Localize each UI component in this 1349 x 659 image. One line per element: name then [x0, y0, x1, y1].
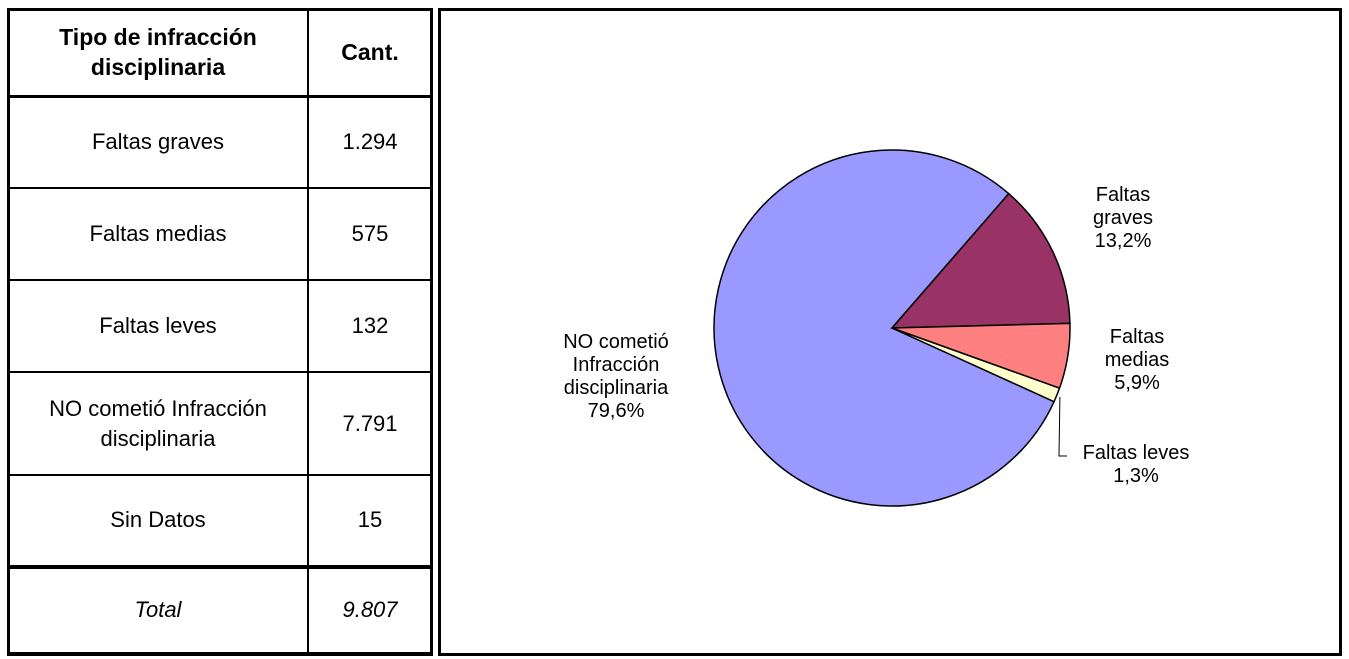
table-row: NO cometió Infracción disciplinaria 7.79…: [7, 371, 433, 476]
table-header-row: Tipo de infracción disciplinaria Cant.: [7, 7, 433, 98]
table-row: Faltas graves 1.294: [7, 95, 433, 190]
table-total-row: Total 9.807: [7, 564, 433, 655]
row-value: 15: [307, 473, 433, 568]
row-value: 575: [307, 187, 433, 282]
row-label: Faltas leves: [7, 279, 309, 374]
row-label: Faltas graves: [7, 95, 309, 190]
table-row: Faltas leves 132: [7, 279, 433, 374]
row-label: Sin Datos: [7, 473, 309, 568]
row-label: NO cometió Infracción disciplinaria: [7, 371, 309, 476]
header-type: Tipo de infracción disciplinaria: [7, 7, 309, 98]
leader-line-faltas-leves: [1058, 396, 1067, 457]
label-faltas-graves: Faltas graves 13,2%: [1093, 184, 1153, 252]
row-value: 7.791: [307, 371, 433, 476]
row-value: 132: [307, 279, 433, 374]
label-no-cometio: NO cometió Infracción disciplinaria 79,6%: [563, 331, 669, 422]
infractions-table: Tipo de infracción disciplinaria Cant. F…: [7, 7, 433, 655]
row-label: Faltas medias: [7, 187, 309, 282]
header-count: Cant.: [307, 7, 433, 98]
chart-panel: NO cometió Infracción disciplinaria 79,6% Fa…: [438, 8, 1342, 656]
table-row: Faltas medias 575: [7, 187, 433, 282]
label-faltas-leves: Faltas leves 1,3%: [1083, 442, 1190, 487]
label-faltas-medias: Faltas medias 5,9%: [1105, 326, 1169, 394]
pie-chart: NO cometió Infracción disciplinaria 79,6% Fa…: [563, 149, 1190, 507]
total-label: Total: [7, 564, 309, 655]
table-row: Sin Datos 15: [7, 473, 433, 568]
slice-faltas-graves: [890, 192, 1071, 329]
slice-faltas-leves: [891, 327, 1061, 403]
row-value: 1.294: [307, 95, 433, 190]
total-value: 9.807: [307, 564, 433, 655]
